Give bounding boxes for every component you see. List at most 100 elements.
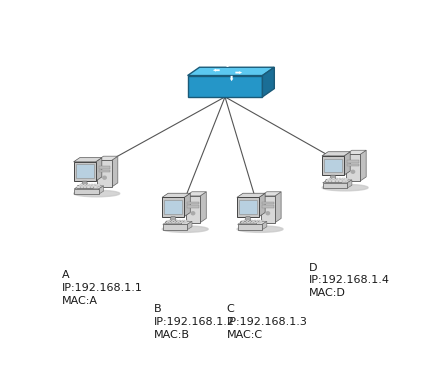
FancyBboxPatch shape <box>179 220 181 221</box>
FancyBboxPatch shape <box>185 196 200 223</box>
Polygon shape <box>187 67 274 75</box>
FancyBboxPatch shape <box>260 196 274 223</box>
FancyBboxPatch shape <box>169 220 171 221</box>
FancyBboxPatch shape <box>252 221 254 222</box>
FancyBboxPatch shape <box>258 221 261 222</box>
FancyBboxPatch shape <box>180 221 183 222</box>
FancyBboxPatch shape <box>250 222 253 223</box>
Polygon shape <box>329 175 336 181</box>
Polygon shape <box>184 193 190 217</box>
FancyBboxPatch shape <box>247 222 249 223</box>
FancyBboxPatch shape <box>85 185 88 186</box>
FancyBboxPatch shape <box>74 162 95 181</box>
FancyBboxPatch shape <box>255 221 258 222</box>
FancyBboxPatch shape <box>167 221 169 222</box>
Polygon shape <box>99 186 103 194</box>
FancyBboxPatch shape <box>81 186 83 187</box>
Ellipse shape <box>162 226 208 233</box>
Circle shape <box>191 212 194 215</box>
Polygon shape <box>74 158 102 162</box>
FancyBboxPatch shape <box>95 185 98 186</box>
FancyBboxPatch shape <box>92 185 95 186</box>
Circle shape <box>350 170 354 173</box>
Polygon shape <box>212 69 219 72</box>
FancyBboxPatch shape <box>248 221 251 222</box>
Polygon shape <box>260 192 280 196</box>
FancyBboxPatch shape <box>335 181 337 182</box>
FancyBboxPatch shape <box>332 178 334 179</box>
FancyBboxPatch shape <box>175 220 178 221</box>
FancyBboxPatch shape <box>257 220 259 221</box>
Ellipse shape <box>237 226 283 233</box>
FancyBboxPatch shape <box>238 200 256 214</box>
FancyBboxPatch shape <box>176 222 178 223</box>
FancyBboxPatch shape <box>322 183 346 188</box>
FancyBboxPatch shape <box>332 181 334 182</box>
FancyBboxPatch shape <box>339 181 341 182</box>
Polygon shape <box>322 180 351 183</box>
FancyBboxPatch shape <box>162 198 184 217</box>
FancyBboxPatch shape <box>326 179 329 181</box>
Ellipse shape <box>74 190 120 197</box>
FancyBboxPatch shape <box>94 186 96 187</box>
Polygon shape <box>274 192 280 223</box>
FancyBboxPatch shape <box>346 160 358 163</box>
Polygon shape <box>170 217 176 222</box>
Text: A
IP:192.168.1.1
MAC:A: A IP:192.168.1.1 MAC:A <box>62 270 143 306</box>
Circle shape <box>102 176 106 179</box>
Polygon shape <box>359 150 365 181</box>
FancyBboxPatch shape <box>177 221 180 222</box>
Polygon shape <box>261 221 266 230</box>
FancyBboxPatch shape <box>90 184 93 186</box>
Text: D
IP:192.168.1.4
MAC:D: D IP:192.168.1.4 MAC:D <box>309 263 389 298</box>
FancyBboxPatch shape <box>79 185 81 186</box>
FancyBboxPatch shape <box>75 164 93 178</box>
Polygon shape <box>345 150 365 154</box>
FancyBboxPatch shape <box>84 186 86 187</box>
FancyBboxPatch shape <box>87 184 89 186</box>
Polygon shape <box>187 75 262 97</box>
Text: B
IP:192.168.1.2
MAC:B: B IP:192.168.1.2 MAC:B <box>153 304 234 340</box>
FancyBboxPatch shape <box>325 181 327 182</box>
FancyBboxPatch shape <box>240 222 242 223</box>
FancyBboxPatch shape <box>99 170 110 172</box>
FancyBboxPatch shape <box>250 220 252 221</box>
FancyBboxPatch shape <box>169 222 171 223</box>
Polygon shape <box>258 193 265 217</box>
FancyBboxPatch shape <box>260 220 262 221</box>
FancyBboxPatch shape <box>174 221 176 222</box>
FancyBboxPatch shape <box>162 224 187 230</box>
FancyBboxPatch shape <box>335 178 337 179</box>
FancyBboxPatch shape <box>78 186 93 189</box>
FancyBboxPatch shape <box>184 221 186 222</box>
Polygon shape <box>187 221 191 230</box>
FancyBboxPatch shape <box>166 221 181 224</box>
Ellipse shape <box>321 184 367 191</box>
FancyBboxPatch shape <box>240 221 256 224</box>
FancyBboxPatch shape <box>89 185 91 186</box>
Polygon shape <box>237 193 265 198</box>
Polygon shape <box>162 193 190 198</box>
FancyBboxPatch shape <box>170 221 173 222</box>
FancyBboxPatch shape <box>187 205 198 208</box>
FancyBboxPatch shape <box>261 205 273 208</box>
Polygon shape <box>237 221 266 224</box>
FancyBboxPatch shape <box>247 220 249 221</box>
FancyBboxPatch shape <box>340 179 343 181</box>
FancyBboxPatch shape <box>172 222 174 223</box>
FancyBboxPatch shape <box>330 179 332 181</box>
Polygon shape <box>162 221 191 224</box>
FancyBboxPatch shape <box>87 186 90 187</box>
Polygon shape <box>235 71 242 74</box>
FancyBboxPatch shape <box>243 220 246 221</box>
FancyBboxPatch shape <box>328 181 331 182</box>
FancyBboxPatch shape <box>323 159 341 172</box>
FancyBboxPatch shape <box>74 189 99 194</box>
Polygon shape <box>185 192 206 196</box>
FancyBboxPatch shape <box>97 160 111 187</box>
FancyBboxPatch shape <box>182 222 185 223</box>
FancyBboxPatch shape <box>253 220 256 221</box>
FancyBboxPatch shape <box>237 224 261 230</box>
FancyBboxPatch shape <box>77 186 79 187</box>
FancyBboxPatch shape <box>172 220 174 221</box>
